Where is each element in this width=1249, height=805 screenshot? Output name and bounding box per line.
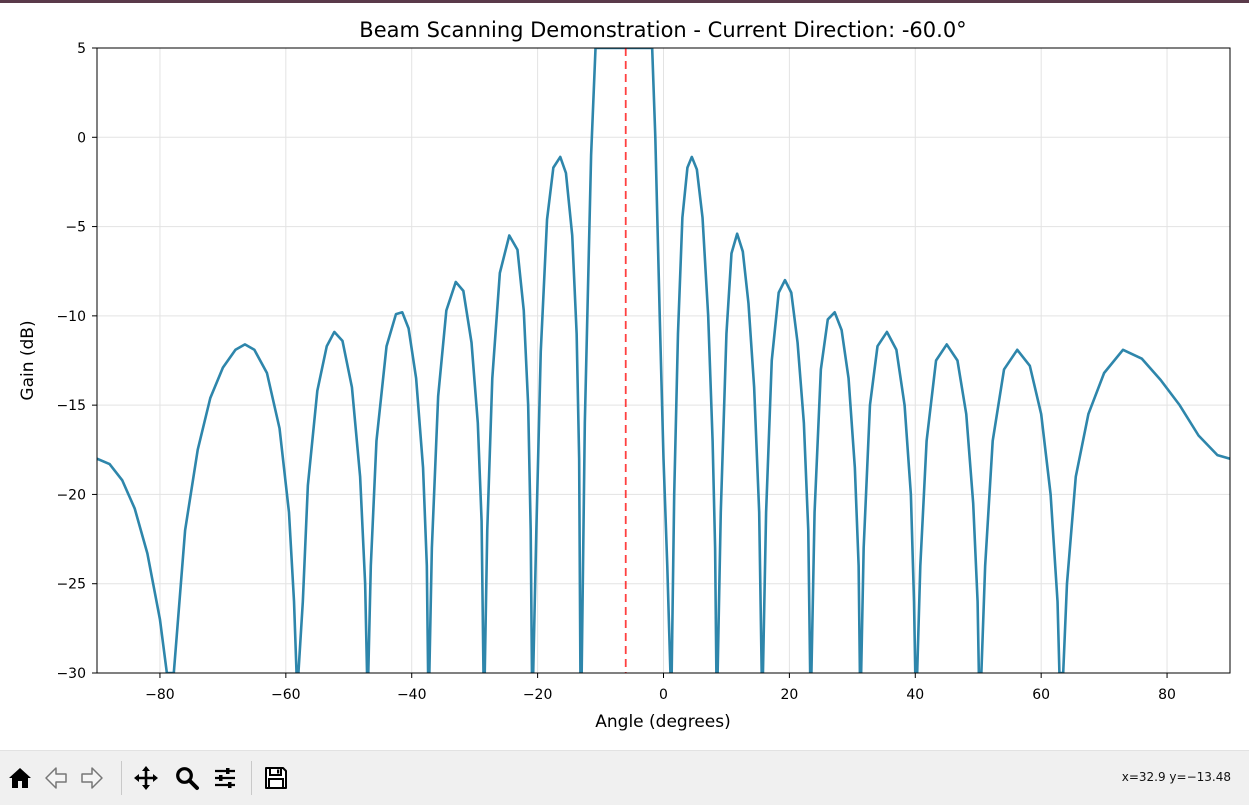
back-button[interactable]: [41, 762, 71, 794]
x-tick-label: −40: [397, 687, 427, 703]
x-axis-label: Angle (degrees): [595, 712, 730, 732]
back-icon: [45, 767, 67, 789]
forward-icon: [81, 767, 103, 789]
pan-icon: [134, 766, 158, 790]
home-button[interactable]: [5, 762, 35, 794]
y-axis-label: Gain (dB): [18, 320, 38, 400]
x-tick-label: 80: [1158, 687, 1176, 703]
window-top-border: [0, 0, 1249, 3]
y-tick-label: −10: [56, 309, 86, 325]
y-tick-label: −30: [56, 666, 86, 682]
zoom-button[interactable]: [172, 762, 202, 794]
navigation-toolbar: x=32.9 y=−13.48: [0, 750, 1249, 805]
zoom-icon: [176, 767, 199, 790]
home-icon: [9, 768, 31, 788]
pan-button[interactable]: [131, 762, 161, 794]
y-tick-label: −15: [56, 398, 86, 414]
x-tick-label: 0: [659, 687, 668, 703]
x-tick-label: −20: [523, 687, 553, 703]
y-tick-label: 5: [77, 41, 86, 57]
toolbar-separator: [251, 761, 252, 795]
x-tick-label: 20: [780, 687, 798, 703]
x-tick-label: −80: [145, 687, 175, 703]
grid-lines: [97, 47, 1230, 674]
gain-pattern-line: [97, 48, 1230, 673]
chart-title: Beam Scanning Demonstration - Current Di…: [359, 18, 966, 42]
y-tick-label: −5: [65, 220, 86, 236]
plot-lines: [97, 48, 1230, 673]
y-tick-label: 0: [77, 130, 86, 146]
cursor-coordinates: x=32.9 y=−13.48: [1121, 770, 1231, 784]
save-button[interactable]: [261, 762, 291, 794]
y-tick-label: −25: [56, 577, 86, 593]
chart-svg: Beam Scanning Demonstration - Current Di…: [18, 18, 1231, 732]
toolbar-separator: [121, 761, 122, 795]
save-icon: [265, 767, 287, 789]
x-tick-label: −60: [271, 687, 301, 703]
x-tick-label: 40: [906, 687, 924, 703]
forward-button[interactable]: [77, 762, 107, 794]
subplots-icon: [215, 768, 235, 788]
axis-ticks: −80 −60 −40 −20 0 20 40 60 80 5 0 −5 −10 −15 −20 −25 −30: [56, 41, 1176, 703]
plot-frame: [96, 47, 1231, 674]
y-tick-label: −20: [56, 487, 86, 503]
subplots-button[interactable]: [210, 762, 240, 794]
x-tick-label: 60: [1032, 687, 1050, 703]
figure-canvas[interactable]: Beam Scanning Demonstration - Current Di…: [0, 3, 1249, 750]
